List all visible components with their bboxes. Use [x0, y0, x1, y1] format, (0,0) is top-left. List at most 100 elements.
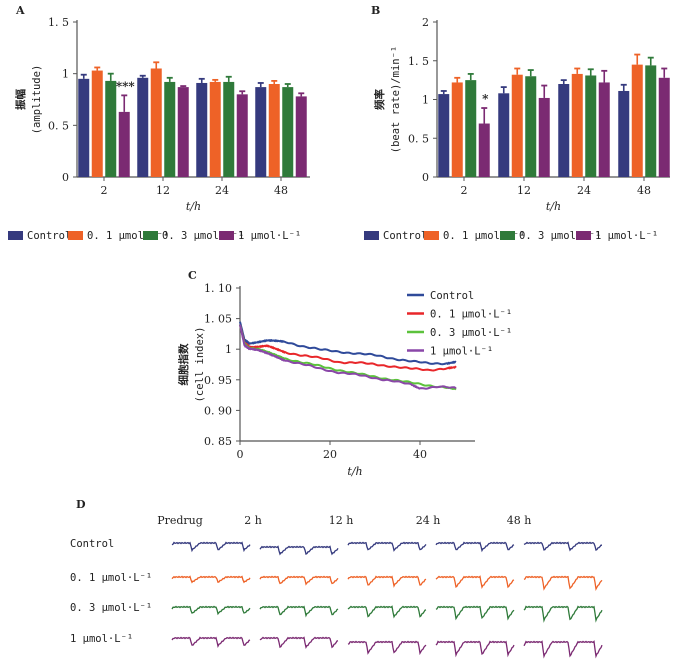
x-tick-label: 40 [413, 448, 427, 461]
panel-label: D [76, 498, 86, 511]
y-axis-label-cn: 振幅 [14, 89, 27, 110]
y-tick-label: 1. 5 [48, 16, 69, 29]
row-label: 0. 3 μmol·L⁻¹ [70, 602, 152, 614]
trace [523, 541, 602, 552]
bar [209, 81, 221, 177]
y-axis-label-en: (amplitude) [31, 65, 43, 135]
significance-marker: * [482, 92, 489, 106]
legend-item: 1 μmol·L⁻¹ [576, 230, 658, 242]
y-tick-label: 0. 90 [204, 404, 232, 417]
x-axis-label: t/h [347, 465, 362, 478]
bar [498, 93, 510, 177]
trace [259, 545, 339, 556]
y-tick-label: 1 [225, 343, 232, 356]
bar [105, 80, 117, 177]
column-header: 24 h [416, 514, 441, 527]
column-header: 2 h [244, 514, 262, 527]
y-axis-label-en: (cell index) [194, 327, 206, 403]
x-tick-label: 20 [323, 448, 337, 461]
y-tick-label: 1. 05 [204, 313, 232, 326]
trace [523, 605, 603, 623]
trace [171, 575, 251, 584]
bar [164, 81, 176, 177]
legend-item: 1 μmol·L⁻¹ [407, 346, 493, 358]
bar [478, 123, 490, 177]
y-tick-label: 1. 10 [204, 282, 232, 295]
bar [465, 80, 477, 177]
bar [223, 81, 235, 177]
bar [196, 82, 208, 177]
trace [171, 636, 251, 648]
trace [523, 575, 603, 592]
legend-label: Control [27, 230, 71, 242]
significance-marker: *** [116, 79, 136, 93]
y-tick-label: 2 [422, 16, 429, 29]
bar [91, 70, 103, 177]
legend-B: Control 0. 1 μmol·L⁻¹0. 3 μmol·L⁻¹1 μmol·… [364, 230, 658, 242]
x-tick-label: 48 [637, 184, 651, 197]
bar [525, 76, 537, 177]
bar [268, 84, 280, 177]
legend-item: 0. 3 μmol·L⁻¹ [407, 327, 512, 339]
legend-C: Control 0. 1 μmol·L⁻¹ 0. 3 μmol·L⁻¹ 1 μmol·… [407, 290, 512, 358]
y-tick-label: 1 [62, 68, 69, 81]
bar [598, 82, 610, 177]
bar [538, 97, 550, 177]
y-axis-label-cn: 细胞指数 [177, 343, 190, 385]
bar [295, 96, 307, 177]
legend-swatch [68, 231, 83, 240]
legend-item: Control [8, 230, 71, 242]
trace [435, 605, 515, 621]
legend-item: Control [407, 290, 474, 302]
bar [585, 75, 597, 177]
bar [618, 90, 630, 177]
series-line [239, 324, 457, 390]
legend-label: 1 μmol·L⁻¹ [430, 346, 493, 358]
x-tick-label: 24 [215, 184, 229, 197]
x-tick-label: 24 [577, 184, 591, 197]
bar [631, 64, 643, 177]
legend-item: Control [364, 230, 427, 242]
legend-label: 1 μmol·L⁻¹ [595, 230, 658, 242]
bar [282, 87, 294, 177]
y-tick-label: 0. 95 [204, 374, 232, 387]
legend-label: 1 μmol·L⁻¹ [238, 230, 301, 242]
legend-swatch [500, 231, 515, 240]
bar [150, 68, 162, 177]
bar [118, 111, 130, 177]
series-line [239, 324, 457, 372]
y-axis-label: 振幅 (amplitude) [14, 65, 43, 135]
bar [438, 94, 450, 177]
x-tick-label: 2 [461, 184, 468, 197]
x-tick-label: 48 [274, 184, 288, 197]
legend-label: Control [383, 230, 427, 242]
legend-label: 0. 1 μmol·L⁻¹ [430, 309, 512, 321]
bar [236, 94, 248, 177]
trace [259, 636, 339, 650]
trace [435, 541, 515, 553]
y-tick-label: 0 [422, 171, 429, 184]
column-header: 48 h [507, 514, 532, 527]
legend-item: 0. 1 μmol·L⁻¹ [407, 309, 512, 321]
legend-swatch [424, 231, 439, 240]
bar [511, 74, 523, 177]
trace [347, 640, 427, 656]
y-tick-label: 0. 5 [48, 119, 69, 132]
legend-swatch [364, 231, 379, 240]
trace [171, 605, 251, 616]
x-axis-label: t/h [186, 200, 201, 213]
trace [523, 640, 603, 659]
bar [451, 82, 463, 177]
y-axis-label: 细胞指数 (cell index) [177, 327, 206, 403]
trace [259, 575, 339, 586]
y-tick-label: 1. 5 [408, 55, 429, 68]
panel-label: C [188, 269, 197, 282]
x-tick-label: 12 [517, 184, 531, 197]
bar [658, 77, 670, 177]
legend-swatch [8, 231, 23, 240]
legend-label: 0. 3 μmol·L⁻¹ [430, 327, 512, 339]
x-tick-label: 0 [237, 448, 244, 461]
row-label: Control [70, 538, 114, 550]
trace [259, 605, 339, 618]
